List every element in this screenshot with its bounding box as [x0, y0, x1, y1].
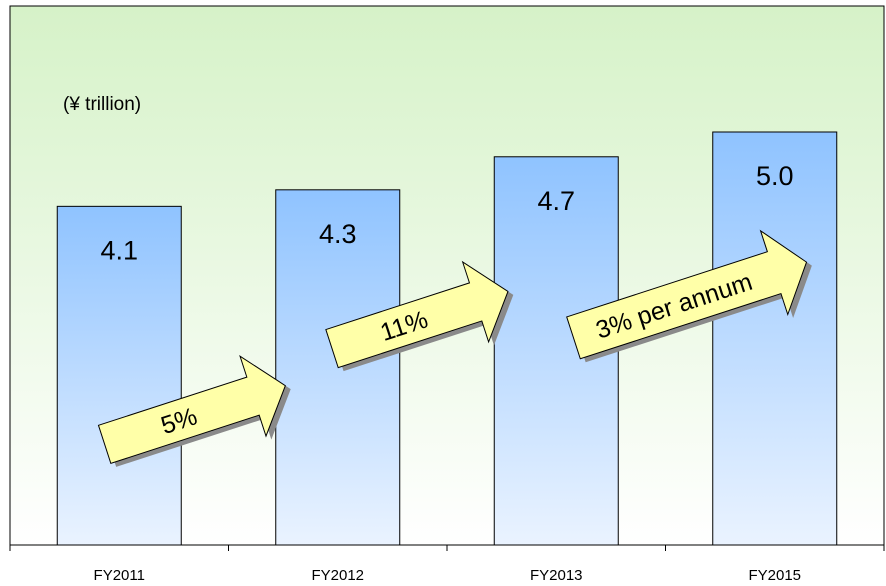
value-label: 4.1 — [100, 235, 138, 265]
value-label: 4.7 — [537, 186, 575, 216]
growth-arrow-body — [325, 260, 509, 369]
growth-arrow-body — [566, 229, 808, 360]
category-label: FY2012 — [311, 567, 364, 584]
value-label: 5.0 — [756, 161, 794, 191]
growth-arrow-body — [97, 355, 286, 465]
value-label: 4.3 — [319, 219, 357, 249]
growth-arrow: 11% — [325, 260, 514, 372]
bar-fy2015 — [712, 131, 838, 546]
category-label: FY2015 — [748, 567, 801, 584]
bar-fy2011 — [56, 205, 182, 546]
unit-label: (¥ trillion) — [63, 94, 141, 115]
growth-arrow: 5% — [97, 355, 291, 467]
category-label: FY2011 — [94, 567, 145, 584]
category-label: FY2013 — [530, 567, 583, 584]
